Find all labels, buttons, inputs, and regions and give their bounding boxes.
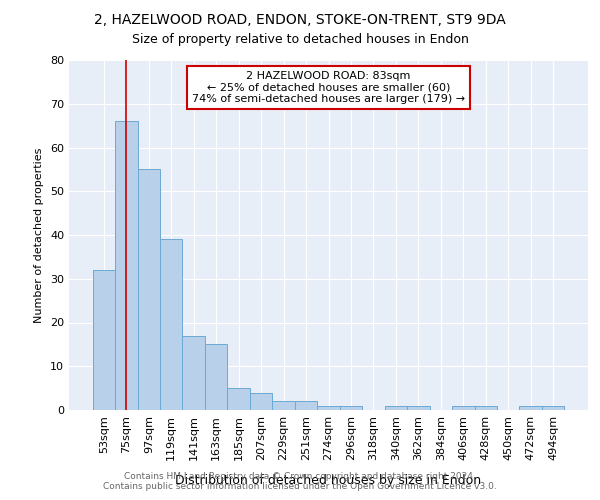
Text: Contains public sector information licensed under the Open Government Licence v3: Contains public sector information licen… [103,482,497,491]
Bar [340,406,362,410]
Text: 2, HAZELWOOD ROAD, ENDON, STOKE-ON-TRENT, ST9 9DA: 2, HAZELWOOD ROAD, ENDON, STOKE-ON-TRENT… [94,12,506,26]
Text: 2 HAZELWOOD ROAD: 83sqm
← 25% of detached houses are smaller (60)
74% of semi-de: 2 HAZELWOOD ROAD: 83sqm ← 25% of detache… [192,71,465,104]
Text: Contains HM Land Registry data © Crown copyright and database right 2024.: Contains HM Land Registry data © Crown c… [124,472,476,481]
Bar [407,406,430,410]
Bar [250,392,272,410]
X-axis label: Distribution of detached houses by size in Endon: Distribution of detached houses by size … [175,474,482,487]
Bar [295,401,317,410]
Bar [542,406,565,410]
Bar [115,122,137,410]
Bar [137,170,160,410]
Bar [92,270,115,410]
Bar [520,406,542,410]
Bar [452,406,475,410]
Bar [182,336,205,410]
Bar [317,406,340,410]
Bar [160,240,182,410]
Bar [227,388,250,410]
Bar [205,344,227,410]
Bar [385,406,407,410]
Y-axis label: Number of detached properties: Number of detached properties [34,148,44,322]
Bar [475,406,497,410]
Text: Size of property relative to detached houses in Endon: Size of property relative to detached ho… [131,32,469,46]
Bar [272,401,295,410]
